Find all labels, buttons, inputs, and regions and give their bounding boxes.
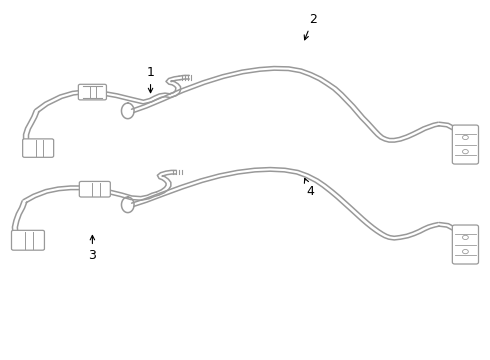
FancyBboxPatch shape [79,181,110,197]
FancyBboxPatch shape [452,225,479,264]
FancyBboxPatch shape [23,139,53,157]
Text: 4: 4 [304,179,315,198]
FancyBboxPatch shape [78,84,106,100]
FancyBboxPatch shape [452,125,479,164]
FancyBboxPatch shape [11,230,45,250]
Text: 3: 3 [89,235,97,262]
Text: 1: 1 [147,66,154,93]
Text: 2: 2 [304,13,317,40]
